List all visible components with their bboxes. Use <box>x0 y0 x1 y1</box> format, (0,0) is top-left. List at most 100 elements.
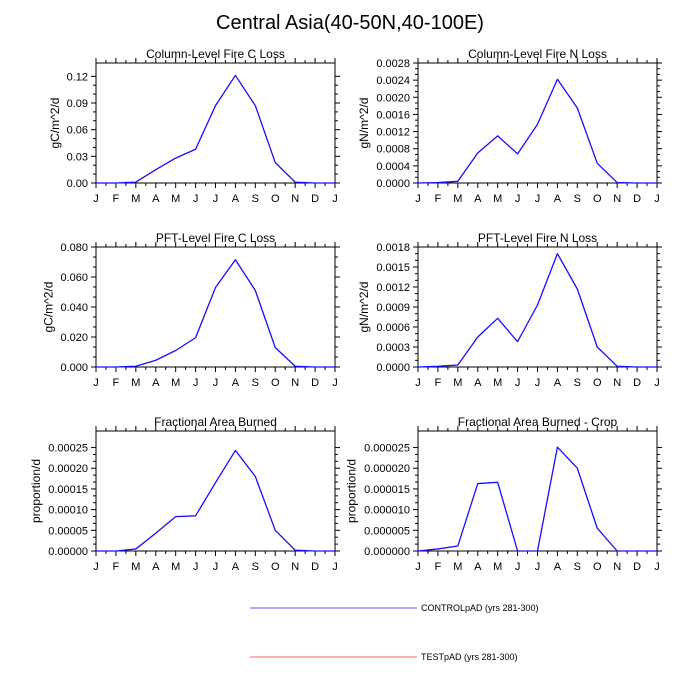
panel-title: Fractional Area Burned - Crop <box>458 415 618 429</box>
y-tick-label: 0.0018 <box>376 242 410 254</box>
y-tick-label: 0.0008 <box>376 144 410 156</box>
series-line <box>417 446 657 552</box>
panel-title: Fractional Area Burned <box>154 415 277 429</box>
x-tick-label: N <box>291 193 299 205</box>
x-tick-label: F <box>113 561 120 573</box>
x-tick-label: A <box>152 377 160 389</box>
y-tick-label: 0.0009 <box>376 302 410 314</box>
y-tick-label: 0.080 <box>60 242 88 254</box>
x-tick-label: J <box>654 561 660 573</box>
plot-frame <box>417 246 658 368</box>
x-tick-label: D <box>633 377 641 389</box>
x-tick-label: D <box>633 561 641 573</box>
plot-frame <box>95 62 336 184</box>
plot-frame <box>95 246 336 368</box>
x-tick-label: S <box>252 193 259 205</box>
x-tick-label: F <box>435 193 442 205</box>
x-tick-label: M <box>171 193 180 205</box>
y-axis-label: proportion/d <box>29 459 43 523</box>
x-tick-label: D <box>633 193 641 205</box>
y-tick-label: 0.09 <box>67 98 88 110</box>
series-line <box>417 78 657 184</box>
y-axis-label: gC/m^2/d <box>48 98 62 149</box>
y-tick-label: 0.000010 <box>364 505 410 517</box>
x-tick-label: M <box>171 561 180 573</box>
x-tick-label: A <box>232 193 240 205</box>
legend-label: TESTpAD (yrs 281-300) <box>421 652 518 662</box>
y-tick-label: 0.000015 <box>364 484 410 496</box>
x-tick-label: A <box>554 193 562 205</box>
y-axis-label: gN/m^2/d <box>357 98 371 149</box>
y-tick-label: 0.12 <box>67 71 88 83</box>
y-tick-label: 0.000025 <box>364 443 410 455</box>
x-tick-label: O <box>593 561 602 573</box>
y-tick-label: 0.0000 <box>376 362 410 374</box>
x-tick-label: S <box>252 561 259 573</box>
x-tick-label: J <box>515 561 521 573</box>
x-tick-label: M <box>131 193 140 205</box>
x-tick-label: M <box>131 561 140 573</box>
series-line <box>96 449 335 552</box>
x-tick-label: J <box>415 561 421 573</box>
series-line <box>96 259 335 368</box>
x-tick-label: F <box>435 561 442 573</box>
x-tick-label: M <box>453 377 462 389</box>
legend-item: CONTROLpAD (yrs 281-300) <box>250 603 539 613</box>
x-tick-label: F <box>435 377 442 389</box>
x-tick-label: J <box>332 377 338 389</box>
x-tick-label: M <box>131 377 140 389</box>
x-tick-label: D <box>311 377 319 389</box>
x-tick-label: M <box>453 193 462 205</box>
y-tick-label: 0.0006 <box>376 322 410 334</box>
x-tick-label: A <box>554 561 562 573</box>
x-tick-label: A <box>474 377 482 389</box>
x-tick-label: J <box>515 193 521 205</box>
legend-item: TESTpAD (yrs 281-300) <box>250 652 518 662</box>
y-tick-label: 0.03 <box>67 151 88 163</box>
x-tick-label: M <box>171 377 180 389</box>
x-tick-label: J <box>213 561 219 573</box>
x-tick-label: A <box>554 377 562 389</box>
x-tick-label: J <box>93 561 99 573</box>
y-tick-label: 0.0004 <box>376 161 410 173</box>
y-tick-label: 0.00 <box>67 178 88 190</box>
x-tick-label: N <box>291 561 299 573</box>
y-tick-label: 0.00020 <box>48 463 88 475</box>
x-tick-label: J <box>535 377 541 389</box>
x-tick-label: O <box>593 377 602 389</box>
x-tick-label: J <box>213 193 219 205</box>
y-tick-label: 0.0003 <box>376 342 410 354</box>
plot-frame <box>95 430 336 552</box>
y-tick-label: 0.0000 <box>376 178 410 190</box>
x-tick-label: A <box>232 377 240 389</box>
y-tick-label: 0.00015 <box>48 484 88 496</box>
panel-title: Column-Level Fire C Loss <box>146 47 285 61</box>
x-tick-label: J <box>654 377 660 389</box>
x-tick-label: S <box>574 377 581 389</box>
x-tick-label: A <box>474 193 482 205</box>
y-tick-label: 0.040 <box>60 302 88 314</box>
x-tick-label: J <box>193 377 199 389</box>
legend-label: CONTROLpAD (yrs 281-300) <box>421 603 539 613</box>
panel-title: Column-Level Fire N Loss <box>468 47 607 61</box>
y-tick-label: 0.020 <box>60 332 88 344</box>
x-tick-label: J <box>93 193 99 205</box>
x-tick-label: O <box>271 561 280 573</box>
panel-title: PFT-Level Fire C Loss <box>156 231 275 245</box>
y-tick-label: 0.0016 <box>376 109 410 121</box>
x-tick-label: D <box>311 561 319 573</box>
x-tick-label: S <box>252 377 259 389</box>
x-tick-label: A <box>474 561 482 573</box>
x-tick-label: M <box>453 561 462 573</box>
y-tick-label: 0.000000 <box>364 546 410 558</box>
x-tick-label: S <box>574 561 581 573</box>
x-tick-label: A <box>152 193 160 205</box>
y-tick-label: 0.00000 <box>48 546 88 558</box>
y-axis-label: gC/m^2/d <box>42 282 56 333</box>
y-axis-label: proportion/d <box>345 459 359 523</box>
x-tick-label: N <box>613 561 621 573</box>
